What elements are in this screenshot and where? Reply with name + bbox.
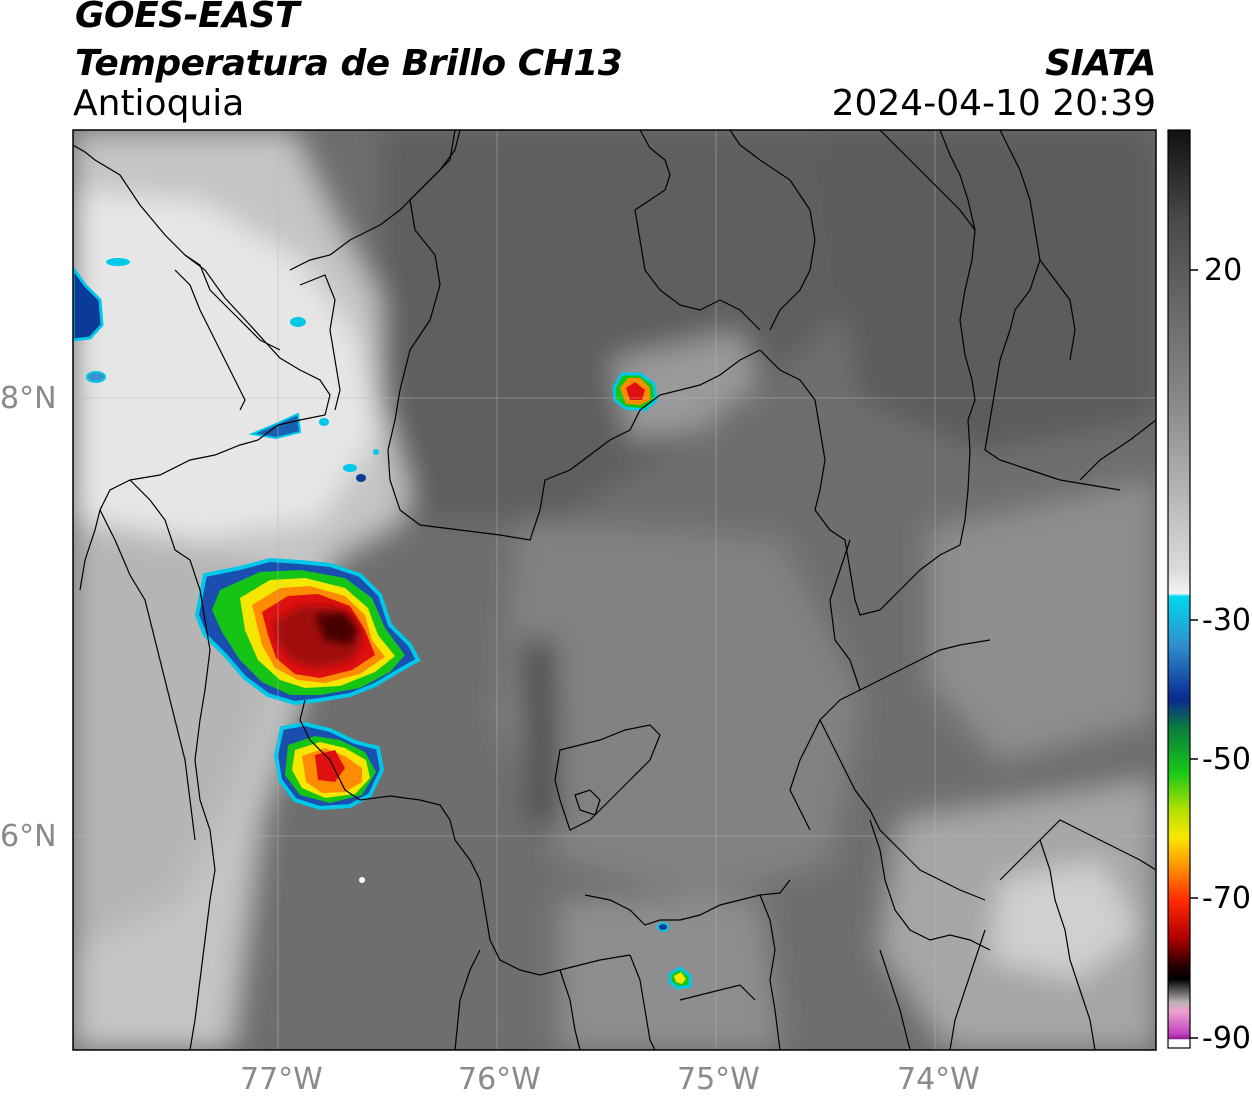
colorbar-label-minus70: -70 [1202,881,1251,916]
map-imagery [73,130,1156,1050]
south-cell [668,966,692,990]
lon-label-74w: 74°W [897,1062,980,1097]
organization-label: SIATA [1045,43,1156,84]
north-cell [612,372,658,412]
satellite-title: GOES-EAST [75,0,300,36]
graticule [73,130,1156,1050]
colorbar-label-20: 20 [1204,253,1243,288]
secondary-storm [273,721,385,811]
lon-label-75w: 75°W [677,1062,760,1097]
product-title: Temperatura de Brillo CH13 [75,43,623,84]
colorbar-label-minus90: -90 [1202,1021,1251,1056]
main-storm [194,557,421,706]
map-frame [72,129,1157,1051]
lon-label-77w: 77°W [240,1062,323,1097]
boundaries [73,130,1156,1050]
lat-label-6n: 6°N [0,819,57,854]
colorbar-label-minus30: -30 [1202,603,1251,638]
colorbar-ticks [1190,269,1198,1039]
lat-label-8n: 8°N [0,381,57,416]
colorbar-label-minus50: -50 [1202,742,1251,777]
lon-label-76w: 76°W [458,1062,541,1097]
colorbar [1167,129,1198,1049]
timestamp-label: 2024-04-10 20:39 [831,83,1156,124]
region-label: Antioquia [73,83,245,124]
